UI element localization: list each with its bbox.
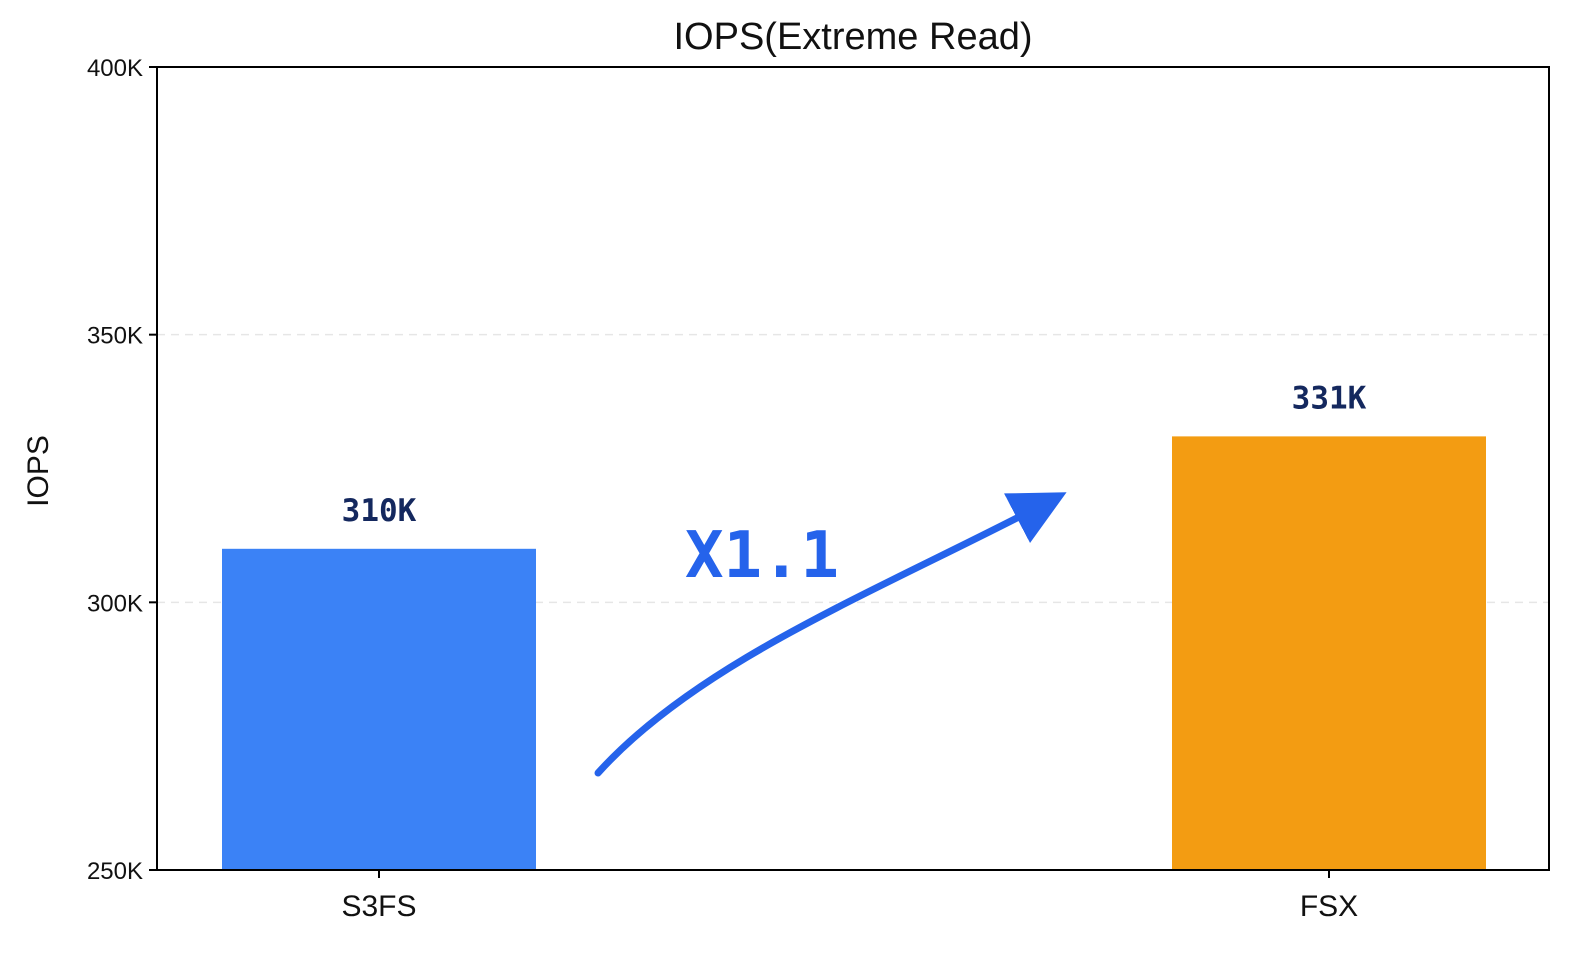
data-label: 310K (342, 493, 417, 529)
y-axis-ticks: 250K 300K 350K 400K (87, 55, 157, 885)
y-tick-label: 300K (87, 590, 143, 617)
growth-arrow (594, 492, 1067, 777)
y-tick-label: 350K (87, 323, 143, 350)
growth-annotation: X1.1 (685, 519, 839, 593)
chart-title: IOPS(Extreme Read) (674, 16, 1033, 58)
y-tick-label: 400K (87, 55, 143, 82)
x-tick-label: S3FS (341, 890, 416, 923)
y-axis-label: IOPS (22, 435, 55, 507)
data-label: 331K (1292, 380, 1367, 416)
plot-frame (156, 66, 1550, 871)
y-tick-label: 250K (87, 858, 143, 885)
data-labels: 310K 331K (342, 380, 1367, 528)
bars (222, 436, 1486, 870)
bar-fsx (1172, 436, 1486, 870)
x-axis-ticks: S3FS FSX (341, 870, 1358, 923)
bar-s3fs (222, 548, 536, 870)
x-tick-label: FSX (1300, 890, 1358, 923)
